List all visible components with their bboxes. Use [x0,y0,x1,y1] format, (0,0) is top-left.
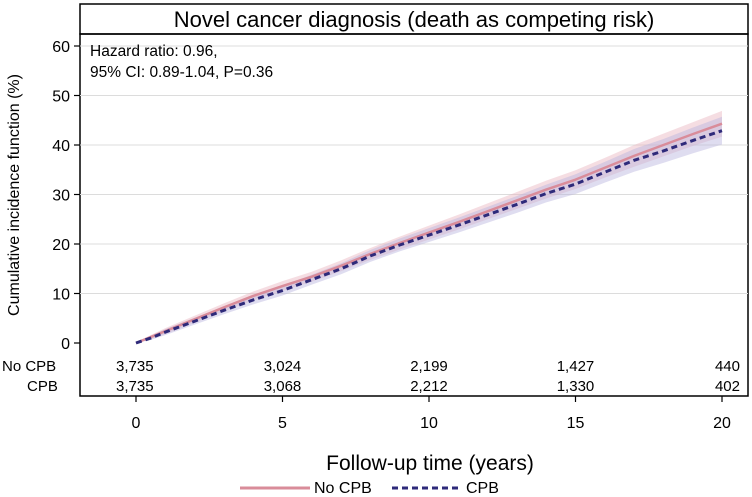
risk-value-no-cpb-0: 3,735 [116,358,154,375]
series-lines [135,122,723,345]
x-tick-label-0: 0 [132,415,141,432]
y-axis: 0 10 20 30 40 50 60 [52,39,80,353]
risk-value-no-cpb-5: 3,024 [264,358,302,375]
y-tick-label-10: 10 [52,287,70,304]
risk-row-label-cpb: CPB [27,378,58,395]
legend-label-no-cpb: No CPB [314,480,372,497]
plot-frame [79,33,749,397]
x-axis-label: Follow-up time (years) [326,452,534,475]
y-tick-label-30: 30 [52,188,70,205]
risk-value-cpb-20: 402 [715,378,740,395]
risk-value-cpb-0: 3,735 [116,378,154,395]
x-axis: 0 5 10 15 20 [132,396,731,432]
y-axis-label: Cumulative incidence function (%) [6,74,23,316]
legend-label-cpb: CPB [466,480,499,497]
chart-title: Novel cancer diagnosis (death as competi… [174,7,655,32]
legend: No CPB CPB [240,480,499,497]
y-tick-label-40: 40 [52,138,70,155]
y-tick-label-0: 0 [61,336,70,353]
hazard-ratio-annotation: Hazard ratio: 0.96, [90,43,218,60]
y-tick-label-60: 60 [52,39,70,56]
title-box [79,3,749,35]
risk-value-no-cpb-15: 1,427 [557,358,595,375]
risk-row-label-no-cpb: No CPB [2,358,56,375]
grid-layer [80,45,748,294]
y-tick-label-20: 20 [52,237,70,254]
risk-value-no-cpb-20: 440 [715,358,740,375]
x-tick-label-20: 20 [713,415,731,432]
ci-annotation: 95% CI: 0.89-1.04, P=0.36 [90,64,273,81]
series-line-cpb [135,129,723,345]
risk-value-cpb-10: 2,212 [410,378,448,395]
risk-value-no-cpb-10: 2,199 [410,358,448,375]
y-tick-label-50: 50 [52,89,70,106]
x-tick-label-10: 10 [420,415,438,432]
series-line-no-cpb [135,122,723,345]
risk-table: No CPB 3,735 3,024 2,199 1,427 440 CPB 3,735 3,0… [2,358,740,395]
risk-value-cpb-5: 3,068 [264,378,302,395]
x-tick-label-15: 15 [567,415,585,432]
x-tick-label-5: 5 [278,415,287,432]
risk-value-cpb-15: 1,330 [557,378,595,395]
